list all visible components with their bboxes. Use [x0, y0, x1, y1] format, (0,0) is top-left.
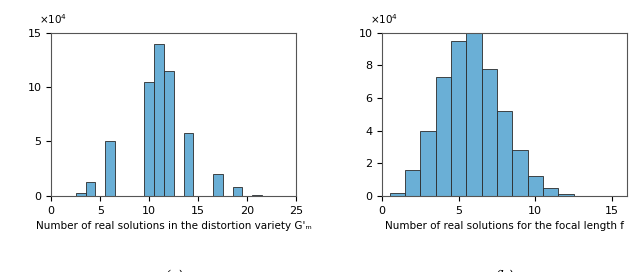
Bar	[467, 33, 482, 196]
Bar	[482, 69, 497, 196]
Bar	[76, 193, 86, 196]
Bar	[86, 182, 95, 196]
Bar	[436, 77, 451, 196]
Text: (b): (b)	[495, 269, 515, 272]
Bar	[105, 141, 115, 196]
Text: (a): (a)	[164, 269, 183, 272]
Bar	[184, 133, 193, 196]
Bar	[527, 176, 543, 196]
Bar	[512, 150, 527, 196]
Bar	[232, 187, 243, 196]
Bar	[451, 41, 467, 196]
Bar	[154, 44, 164, 196]
Bar	[405, 170, 420, 196]
Bar	[390, 193, 405, 196]
Bar	[497, 111, 512, 196]
Bar	[558, 194, 573, 196]
Bar	[543, 188, 558, 196]
X-axis label: Number of real solutions for the focal length f: Number of real solutions for the focal l…	[385, 221, 624, 231]
Text: $\times 10^4$: $\times 10^4$	[370, 12, 398, 26]
Bar	[213, 174, 223, 196]
Bar	[420, 131, 436, 196]
Bar	[145, 82, 154, 196]
X-axis label: Number of real solutions in the distortion variety G'ₘ: Number of real solutions in the distorti…	[36, 221, 312, 231]
Text: $\times 10^4$: $\times 10^4$	[39, 12, 67, 26]
Bar	[252, 195, 262, 196]
Bar	[164, 71, 173, 196]
